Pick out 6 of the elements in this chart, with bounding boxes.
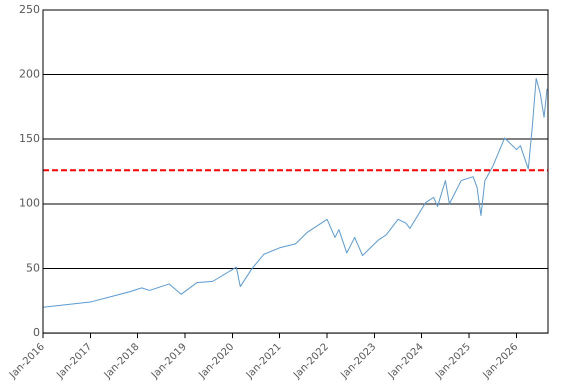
y-tick-label: 150 [18,132,40,146]
y-tick-label: 50 [26,261,40,274]
y-tick-label: 100 [18,196,40,210]
y-tick-label: 200 [18,67,40,80]
y-tick-label: 0 [32,326,40,339]
y-tick-label: 250 [18,2,40,16]
